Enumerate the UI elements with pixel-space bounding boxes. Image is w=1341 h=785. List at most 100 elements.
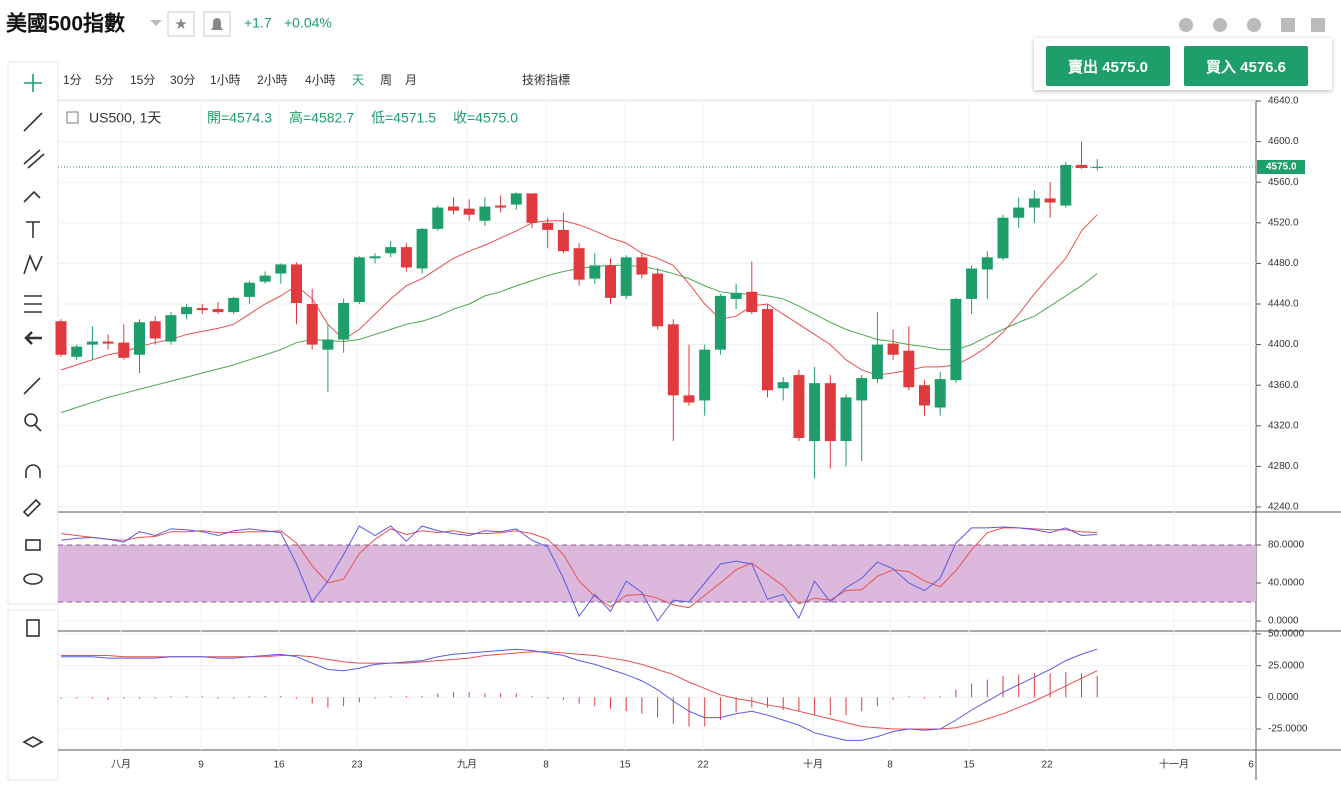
candle-body <box>243 282 255 297</box>
y-tick-label: 4440.0 <box>1268 299 1299 310</box>
candle-body <box>448 206 459 211</box>
candle-body <box>118 342 130 358</box>
y-tick-label: 4240.0 <box>1268 502 1299 513</box>
drawing-toolbar <box>7 61 59 605</box>
candle-body <box>793 375 805 438</box>
timeframe[interactable]: 30分 <box>170 73 195 87</box>
candle-body <box>149 321 161 339</box>
sell-button[interactable]: 賣出 4575.0 <box>1046 46 1170 86</box>
x-tick-label: 22 <box>697 760 709 771</box>
x-tick-label: 十月 <box>803 758 823 771</box>
candle-body <box>636 257 648 275</box>
y-tick-label: 4480.0 <box>1268 258 1299 269</box>
top-icons <box>1179 18 1325 32</box>
stoch-d <box>60 527 1098 609</box>
candle-body <box>1076 164 1087 168</box>
title: 美國500指數 <box>6 12 125 36</box>
candle-body <box>871 344 883 380</box>
candle-body <box>542 222 554 230</box>
indicators-button[interactable]: 技術指標 <box>522 72 570 87</box>
candle-body <box>1091 166 1103 168</box>
x-tick-label: 15 <box>963 760 975 771</box>
x-tick-label: 15 <box>619 760 631 771</box>
candle-body <box>1013 207 1025 218</box>
y-tick-label: 4280.0 <box>1268 461 1299 472</box>
x-tick-label: 8 <box>543 760 549 771</box>
x-tick-label: 九月 <box>457 759 477 771</box>
y-tick-label: 40.0000 <box>1268 578 1305 589</box>
x-tick-label: 22 <box>1041 760 1053 771</box>
dropdown[interactable] <box>150 20 162 26</box>
macd-signal <box>61 651 1098 730</box>
candle-body <box>1060 164 1072 206</box>
last-price-box <box>1257 159 1305 174</box>
y-tick-label: -25.0000 <box>1268 724 1308 735</box>
expand-icon[interactable] <box>66 111 79 124</box>
candle-body <box>134 322 145 355</box>
candle-body <box>683 395 695 403</box>
candle-body <box>416 228 428 269</box>
timeframe[interactable]: 2小時 <box>257 73 288 87</box>
timeframe[interactable]: 1分 <box>63 73 82 87</box>
timeframe[interactable]: 月 <box>405 73 417 87</box>
candle-body <box>102 341 114 344</box>
candle-body <box>479 206 491 221</box>
candle-body <box>165 315 177 342</box>
candle-body <box>605 265 616 298</box>
timeframe[interactable]: 1小時 <box>210 73 241 87</box>
macd-line <box>61 648 1098 741</box>
timeframe[interactable]: 5分 <box>95 73 114 87</box>
bell-icon <box>211 18 223 30</box>
symbol[interactable]: US500, 1天 <box>89 110 161 126</box>
stoch-band <box>58 545 1256 602</box>
candle-body <box>275 264 287 274</box>
y-tick-label: 4400.0 <box>1268 339 1299 350</box>
candle-body <box>966 268 978 299</box>
y-tick-label: 25.0000 <box>1268 660 1305 671</box>
y-tick-label: 4560.0 <box>1268 177 1299 188</box>
candle-body <box>981 257 993 270</box>
candle-body <box>306 304 318 345</box>
candle-body <box>730 292 742 299</box>
x-tick-label: 十一月 <box>1159 758 1189 771</box>
y-tick-label: 0.0000 <box>1268 692 1299 703</box>
favorite[interactable] <box>167 11 195 37</box>
x-tick-label: 16 <box>273 760 285 771</box>
change-pct: +0.04% <box>284 15 332 31</box>
x-tick-label: 23 <box>351 760 363 771</box>
candle-body <box>809 383 821 442</box>
tool-icons[interactable] <box>22 74 45 748</box>
legend-high: 高=4582.7 <box>289 110 354 126</box>
candle-body <box>71 346 83 357</box>
candle-body <box>1044 198 1056 203</box>
candle-body <box>856 378 868 401</box>
candle-body <box>903 350 915 388</box>
candle-body <box>746 291 758 313</box>
candle-body <box>181 307 193 315</box>
timeframe[interactable]: 4小時 <box>305 73 336 87</box>
candle-body <box>526 193 538 223</box>
candle-body <box>369 256 381 259</box>
candle-body <box>495 205 507 208</box>
timeframe[interactable]: 周 <box>380 73 392 87</box>
buy-button[interactable]: 買入 4576.6 <box>1184 46 1308 86</box>
candle-body <box>463 208 475 215</box>
moving-average <box>60 214 1098 376</box>
candle-body <box>510 193 522 205</box>
candle-body <box>291 264 302 303</box>
y-tick-label: 80.0000 <box>1268 540 1305 551</box>
timeframe[interactable]: 15分 <box>130 73 155 87</box>
candle-body <box>589 265 601 279</box>
candle-body <box>887 343 899 355</box>
y-tick-label: 4600.0 <box>1268 136 1299 147</box>
stoch-k <box>60 525 1098 622</box>
candle-body <box>950 298 962 381</box>
candle-body <box>699 349 711 401</box>
candle-body <box>259 275 271 282</box>
y-tick-label: 50.0000 <box>1268 629 1305 640</box>
timeframe[interactable]: 天 <box>352 73 364 87</box>
y-tick-label: 4520.0 <box>1268 217 1299 228</box>
candle-body <box>824 383 836 442</box>
